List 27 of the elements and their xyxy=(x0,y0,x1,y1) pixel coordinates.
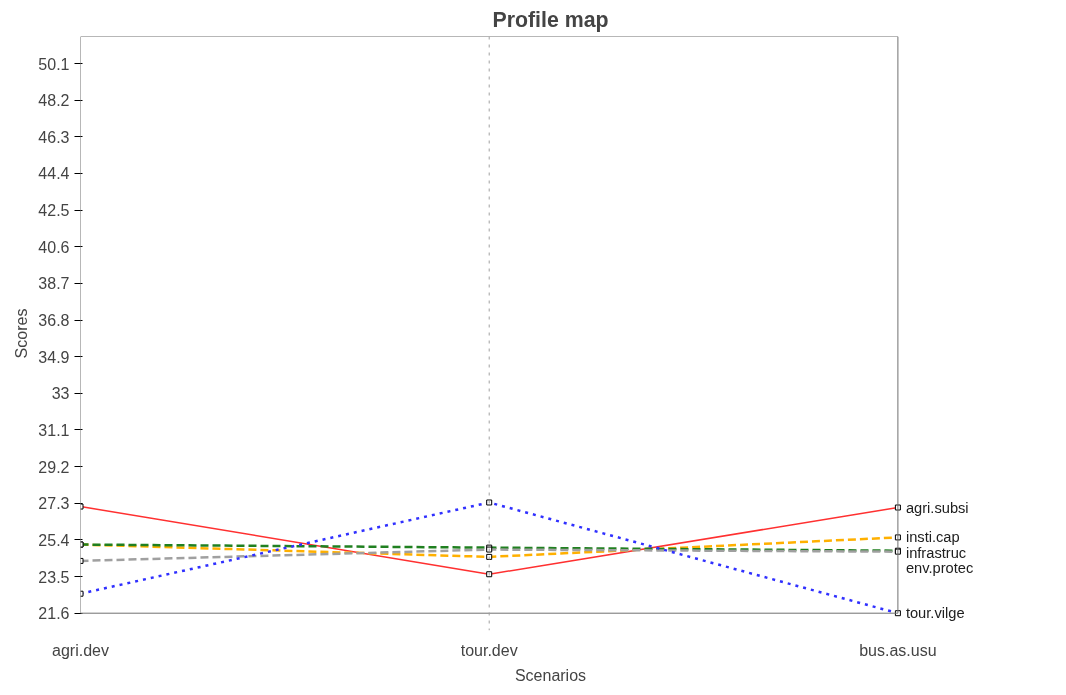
y-tick-label: 34.9 xyxy=(38,348,70,366)
y-tick-label: 31.1 xyxy=(38,421,70,439)
y-tick-label: 33 xyxy=(51,385,70,403)
series-label: agri.subsi xyxy=(905,499,969,516)
y-tick-label: 44.4 xyxy=(38,165,70,183)
series-label: insti.cap xyxy=(905,529,960,546)
y-tick-label: 42.5 xyxy=(38,202,70,220)
y-tick-label: 27.3 xyxy=(38,495,70,513)
series-label: infrastruc xyxy=(905,545,967,562)
chart-title: Profile map xyxy=(492,7,609,32)
y-axis-title: Scores xyxy=(13,308,31,359)
y-tick-label: 25.4 xyxy=(38,531,70,549)
y-tick-label: 48.2 xyxy=(38,92,70,110)
y-tick-label: 50.1 xyxy=(38,55,70,73)
x-tick-label: bus.as.usu xyxy=(859,641,937,659)
y-tick-label: 38.7 xyxy=(38,275,70,293)
y-tick-label: 23.5 xyxy=(38,568,70,586)
series-label: env.protec xyxy=(905,560,974,577)
x-tick-label: tour.dev xyxy=(460,641,518,659)
y-tick-label: 46.3 xyxy=(38,128,70,146)
y-tick-label: 40.6 xyxy=(38,238,70,256)
y-tick-label: 29.2 xyxy=(38,458,70,476)
y-tick-label: 36.8 xyxy=(38,312,70,330)
y-tick-label: 21.6 xyxy=(38,605,70,623)
x-tick-label: agri.dev xyxy=(52,641,109,659)
series-label: tour.vilge xyxy=(905,605,965,622)
x-axis-title: Scenarios xyxy=(514,666,587,684)
